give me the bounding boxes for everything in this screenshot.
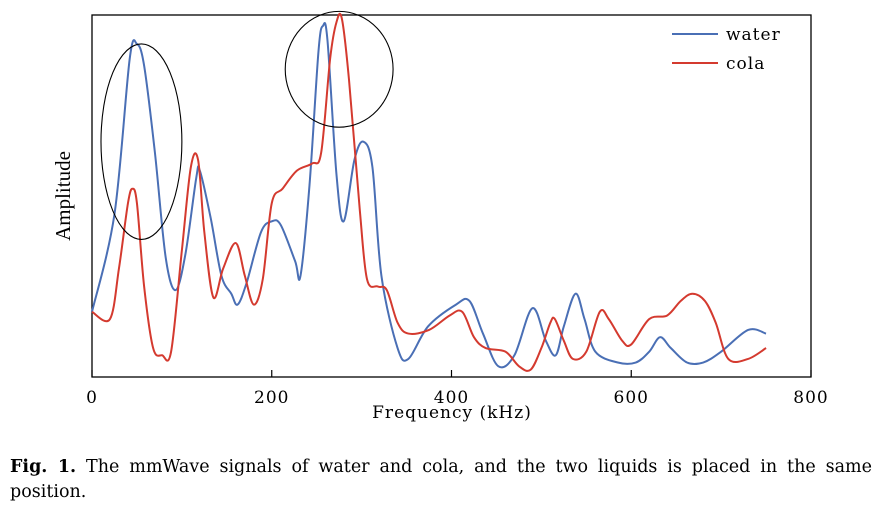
legend: water cola — [672, 25, 781, 74]
x-ticks: 0 200 400 600 800 — [86, 370, 828, 408]
series-line-water — [91, 22, 767, 369]
x-tick-label: 0 — [86, 388, 98, 408]
series-layer — [91, 12, 767, 372]
x-tick-label: 800 — [793, 388, 828, 408]
annotation-ellipse-1 — [100, 43, 183, 240]
figure-caption: Fig. 1. The mmWave signals of water and … — [10, 455, 872, 505]
plot-frame — [91, 14, 812, 378]
x-tick-label: 200 — [254, 388, 289, 408]
annotation-ellipse-2 — [284, 10, 394, 128]
legend-label-water: water — [726, 25, 781, 45]
caption-label: Fig. 1. — [10, 457, 77, 477]
legend-label-cola: cola — [726, 54, 765, 74]
y-axis-label: Amplitude — [51, 151, 75, 241]
x-tick-label: 400 — [434, 388, 469, 408]
x-axis-label: Frequency (kHz) — [372, 403, 532, 423]
caption-text: The mmWave signals of water and cola, an… — [10, 457, 872, 502]
series-line-cola — [91, 12, 767, 372]
annotation-layer — [100, 10, 394, 240]
x-tick-label: 600 — [614, 388, 649, 408]
